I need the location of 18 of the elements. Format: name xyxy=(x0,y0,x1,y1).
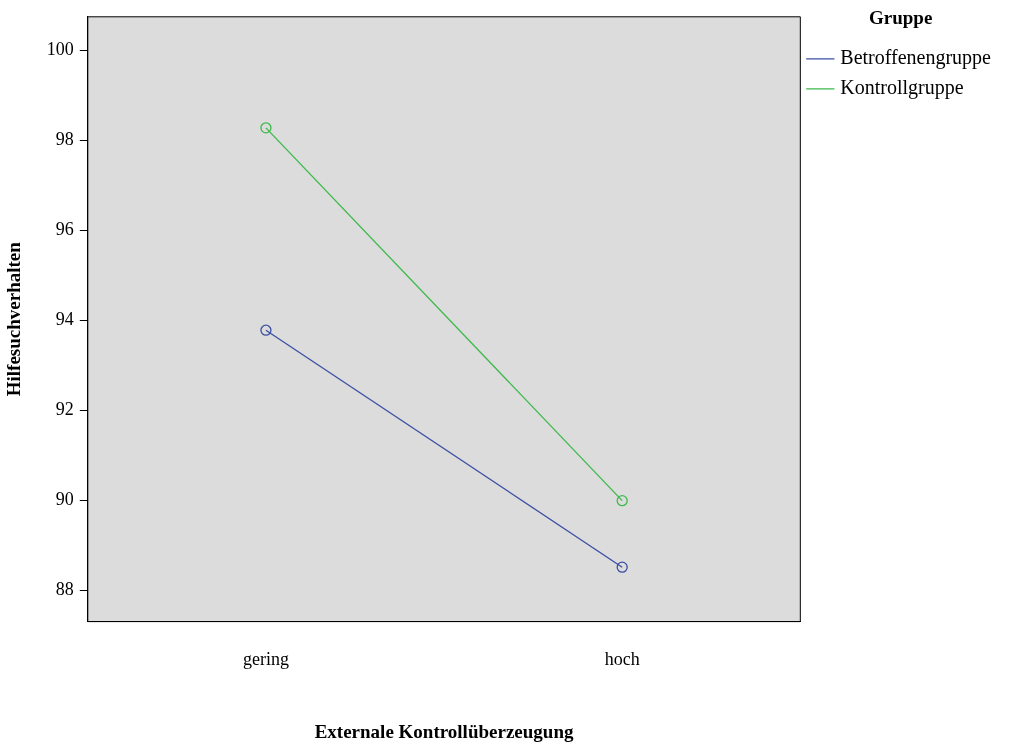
point xyxy=(616,561,628,573)
x-tick-label: gering xyxy=(242,649,289,670)
y-tick-label: 96 xyxy=(55,219,74,240)
y-axis-title: Hilfesuchverhalten xyxy=(3,241,25,397)
legend-title: Gruppe xyxy=(868,7,933,29)
y-tick-label: 90 xyxy=(55,488,74,509)
y-tick-label: 98 xyxy=(55,129,74,150)
y-tick-label: 88 xyxy=(55,578,74,599)
point xyxy=(260,122,272,134)
y-tick-label: 94 xyxy=(55,309,74,330)
y-tick-label: 100 xyxy=(46,39,74,60)
x-axis-title: Externale Kontrollüberzeugung xyxy=(314,720,574,742)
legend-label: Kontrollgruppe xyxy=(840,76,964,100)
x-tick-label: hoch xyxy=(604,649,640,670)
point xyxy=(616,494,628,507)
y-tick-label: 92 xyxy=(55,398,74,419)
legend-label: Betroffenengruppe xyxy=(840,46,992,70)
point xyxy=(260,324,272,336)
